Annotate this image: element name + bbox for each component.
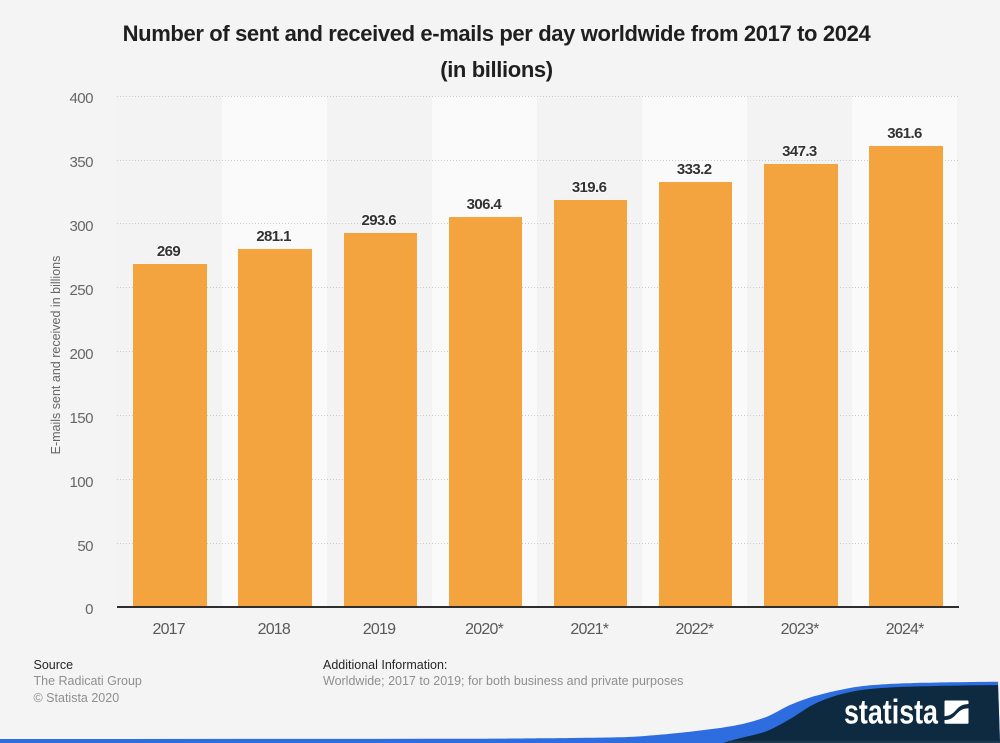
svg-text:statista: statista (844, 693, 939, 731)
